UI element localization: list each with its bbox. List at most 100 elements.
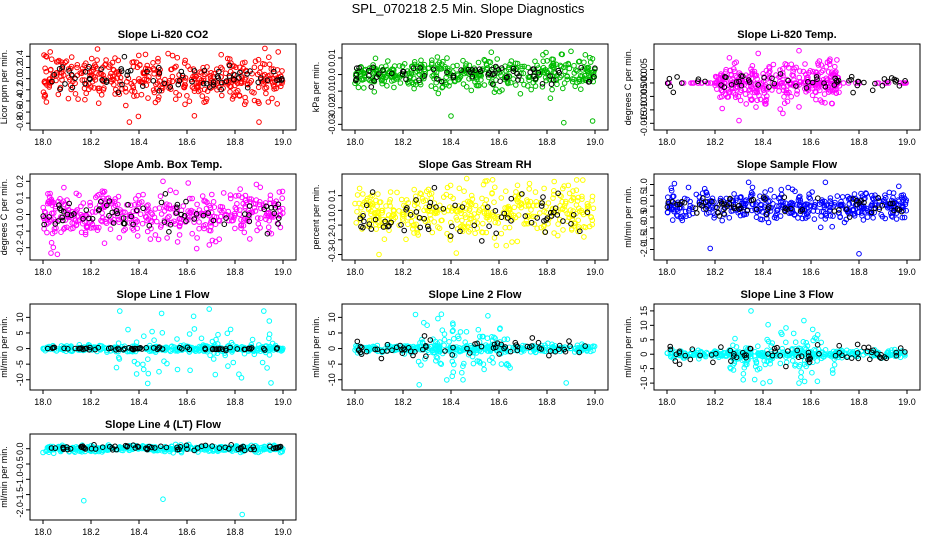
data-point: [353, 77, 359, 83]
y-tick-label: 5: [639, 337, 649, 342]
data-point: [490, 360, 496, 366]
data-point: [560, 227, 566, 233]
data-point: [513, 82, 519, 88]
y-tick-label: -0.1: [15, 223, 25, 239]
data-point: [896, 183, 902, 190]
data-point: [129, 59, 135, 66]
data-point: [257, 199, 263, 205]
data-point: [819, 99, 825, 105]
data-point: [200, 212, 207, 219]
data-point: [254, 71, 261, 78]
data-point: [488, 78, 495, 85]
data-point: [590, 205, 597, 212]
data-point: [815, 195, 821, 201]
data-point: [753, 214, 760, 220]
data-point: [431, 184, 438, 191]
data-point: [454, 62, 460, 69]
figure-title: SPL_070218 2.5 Min. Slope Diagnostics: [351, 1, 585, 16]
data-point: [116, 234, 123, 241]
data-point: [525, 64, 531, 71]
data-point: [570, 194, 577, 201]
data-point: [459, 369, 465, 376]
data-point: [770, 61, 777, 68]
x-tick-label: 18.4: [130, 397, 148, 407]
data-point: [497, 78, 503, 84]
data-point: [447, 182, 454, 189]
data-point: [82, 96, 88, 103]
data-point: [814, 342, 821, 348]
data-point: [743, 101, 750, 107]
data-point: [89, 216, 96, 222]
data-point: [485, 70, 492, 76]
data-point: [688, 80, 694, 86]
data-point: [468, 212, 474, 219]
data-point: [450, 74, 457, 81]
data-point: [805, 79, 811, 85]
data-point: [490, 81, 496, 87]
data-point: [225, 81, 231, 87]
data-point: [683, 213, 689, 219]
point-group: [40, 441, 286, 518]
data-point: [503, 242, 510, 249]
data-point: [441, 342, 447, 349]
data-point: [783, 325, 789, 331]
data-point: [234, 80, 241, 87]
data-point: [822, 216, 829, 222]
data-point: [491, 71, 497, 77]
data-point: [354, 338, 361, 345]
data-point: [546, 352, 552, 359]
data-point: [433, 85, 439, 92]
data-point: [433, 69, 440, 76]
data-point: [112, 55, 118, 61]
data-point: [503, 68, 510, 74]
data-point: [217, 207, 223, 213]
data-point: [186, 331, 193, 337]
data-point: [271, 68, 277, 75]
data-point: [191, 326, 198, 332]
data-point: [135, 113, 142, 120]
data-point: [733, 79, 740, 85]
data-point: [370, 64, 377, 71]
data-point: [164, 235, 170, 241]
data-point: [501, 336, 508, 343]
data-point: [569, 76, 576, 82]
data-point: [93, 194, 99, 201]
data-point: [736, 117, 742, 124]
data-point: [397, 72, 404, 78]
data-point: [762, 101, 768, 107]
panel-title: Slope Sample Flow: [737, 159, 838, 171]
data-point: [451, 336, 457, 342]
data-point: [879, 82, 886, 89]
data-point: [212, 371, 219, 378]
data-point: [122, 226, 128, 232]
data-point: [463, 329, 470, 335]
x-tick-label: 18.0: [346, 267, 364, 277]
data-point: [549, 86, 555, 93]
data-point: [818, 213, 824, 219]
data-point: [72, 209, 79, 216]
data-point: [752, 73, 759, 79]
data-point: [60, 217, 66, 224]
data-point: [478, 71, 484, 78]
data-point: [375, 191, 381, 197]
data-point: [279, 205, 286, 212]
data-point: [489, 177, 496, 183]
data-point: [749, 63, 756, 69]
data-point: [82, 231, 89, 238]
y-tick-label: 0.0: [15, 208, 25, 221]
data-point: [139, 220, 146, 227]
data-point: [237, 186, 243, 192]
data-point: [387, 196, 394, 203]
plot-frame: [29, 43, 297, 131]
data-point: [767, 378, 773, 385]
data-point: [73, 190, 80, 197]
data-point: [786, 89, 792, 96]
data-point: [785, 77, 791, 84]
y-tick-label: 0: [327, 346, 337, 351]
data-point: [57, 86, 63, 92]
data-point: [63, 58, 70, 65]
panel-title: Slope Line 4 (LT) Flow: [105, 419, 221, 431]
data-point: [266, 54, 272, 61]
y-tick-label: -10: [15, 373, 25, 386]
data-point: [754, 97, 761, 104]
